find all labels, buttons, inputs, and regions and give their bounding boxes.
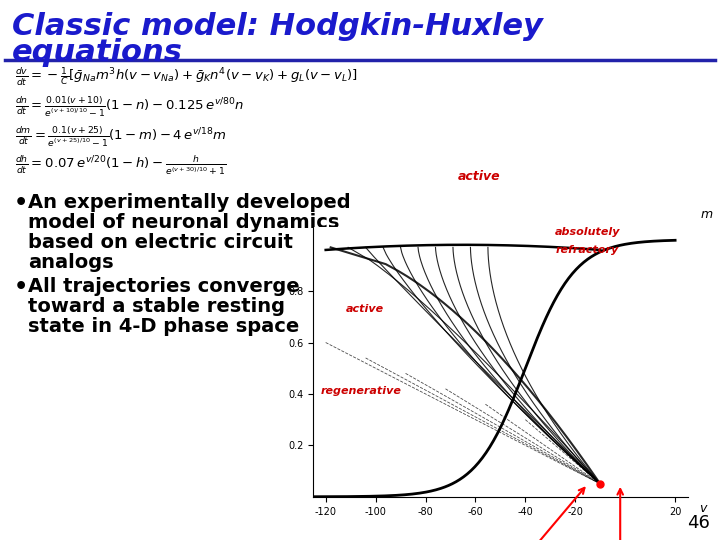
Text: $\frac{dn}{dt} = \frac{0.01(v+10)}{e^{(v+10)/10}-1}(1-n) - 0.125\,e^{v/80}n$: $\frac{dn}{dt} = \frac{0.01(v+10)}{e^{(v… xyxy=(15,95,244,119)
Text: model of neuronal dynamics: model of neuronal dynamics xyxy=(28,213,339,232)
Text: •: • xyxy=(14,277,28,297)
Text: An experimentally developed: An experimentally developed xyxy=(28,193,351,212)
Text: equations: equations xyxy=(12,38,183,67)
Text: active: active xyxy=(458,170,500,183)
Text: analogs: analogs xyxy=(28,253,114,272)
Text: state in 4-D phase space: state in 4-D phase space xyxy=(28,317,300,336)
Text: 46: 46 xyxy=(687,514,710,532)
Text: absolutely: absolutely xyxy=(555,226,621,237)
Y-axis label: m: m xyxy=(701,208,712,221)
X-axis label: v: v xyxy=(699,502,706,515)
Text: Classic model: Hodgkin-Huxley: Classic model: Hodgkin-Huxley xyxy=(12,12,543,41)
Text: $\frac{dm}{dt} = \frac{0.1(v+25)}{e^{(v+25)/10}-1}(1-m) - 4\,e^{v/18}m$: $\frac{dm}{dt} = \frac{0.1(v+25)}{e^{(v+… xyxy=(15,125,227,149)
Text: active: active xyxy=(346,303,384,314)
Text: refractory: refractory xyxy=(555,245,618,254)
Text: $\frac{dh}{dt} = 0.07\,e^{v/20}(1-h) - \frac{h}{e^{(v+30)/10}+1}$: $\frac{dh}{dt} = 0.07\,e^{v/20}(1-h) - \… xyxy=(15,154,226,178)
Text: $\frac{dv}{dt} = -\frac{1}{C}[\bar{g}_{Na}m^3h(v-v_{Na})+\bar{g}_K n^4(v-v_K)+g_: $\frac{dv}{dt} = -\frac{1}{C}[\bar{g}_{N… xyxy=(15,66,358,88)
Text: •: • xyxy=(14,193,28,213)
Text: based on electric circuit: based on electric circuit xyxy=(28,233,293,252)
Text: regenerative: regenerative xyxy=(320,386,402,396)
Text: toward a stable resting: toward a stable resting xyxy=(28,297,285,316)
Text: All trajectories converge: All trajectories converge xyxy=(28,277,300,296)
